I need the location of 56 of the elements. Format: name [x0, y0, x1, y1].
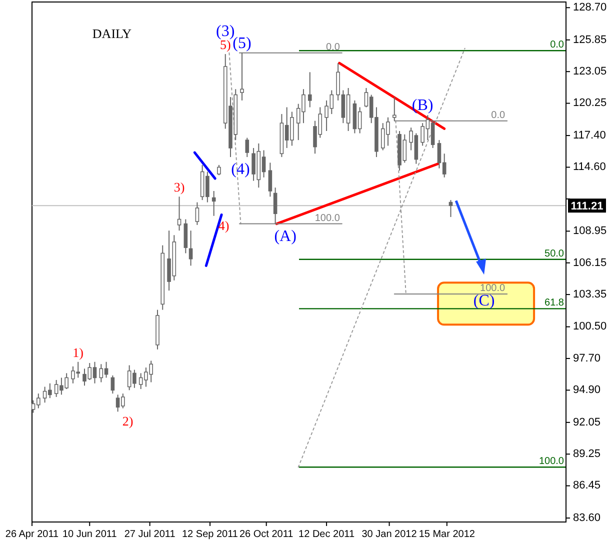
candlestick [110, 374, 115, 394]
annotation: 100.0 [538, 456, 564, 468]
candlestick [177, 196, 182, 232]
y-tick-label: 125.85 [573, 34, 607, 46]
y-tick-label: 106.15 [573, 256, 607, 269]
annotation: (4) [231, 161, 250, 178]
annotation: 50.0 [544, 248, 564, 260]
y-tick-label: 103.35 [573, 288, 607, 300]
annotation: (C) [473, 292, 495, 310]
candlestick [448, 200, 453, 218]
y-tick-label: 89.25 [573, 448, 601, 460]
y-tick-label: 83.60 [573, 512, 601, 524]
x-tick-label: 26 Oct 2011 [239, 529, 294, 540]
annotation: 4) [218, 218, 230, 233]
y-tick-label: 97.70 [573, 352, 601, 364]
y-tick-label: 94.90 [573, 384, 601, 396]
x-tick-label: 12 Dec 2011 [298, 529, 355, 540]
candlestick [217, 164, 221, 176]
y-tick-label: 128.70 [573, 2, 607, 14]
y-tick-label: 114.60 [573, 161, 606, 174]
candlestick [184, 218, 188, 254]
x-tick-label: 30 Jan 2012 [362, 529, 418, 540]
x-tick-label: 26 Apr 2011 [5, 529, 60, 540]
x-tick-label: 12 Sep 2011 [182, 529, 238, 540]
y-tick-label: 120.25 [573, 97, 607, 110]
x-tick-label: 27 Jul 2011 [124, 529, 176, 540]
candlestick [392, 96, 396, 122]
x-tick-label: 15 Mar 2012 [418, 529, 476, 540]
candlestick [273, 187, 278, 224]
text: DAILY [92, 26, 132, 41]
y-tick-label: 117.40 [573, 129, 606, 142]
annotation: 0.0 [550, 40, 564, 51]
annotation: 100.0 [314, 212, 340, 224]
y-tick-label: 100.50 [573, 320, 607, 333]
annotation: 1) [72, 344, 84, 360]
ref-line-label: 111.21 [570, 200, 604, 213]
candlestick [195, 202, 200, 226]
annotation: 100.0 [480, 282, 506, 294]
candlestick [188, 230, 193, 266]
candlestick [240, 52, 244, 101]
x-tick-label: 10 Jun 2011 [62, 529, 118, 540]
candlestick [268, 162, 272, 198]
candlestick [245, 137, 250, 158]
annotation: 61.8 [544, 298, 564, 309]
annotation: 2) [122, 414, 134, 429]
annotation: (5) [232, 34, 252, 52]
annotation: (A) [274, 228, 296, 245]
y-tick-label: 123.05 [573, 66, 607, 78]
y-tick-label: 86.45 [573, 480, 601, 492]
y-tick-label: 108.95 [573, 225, 607, 238]
y-tick-label: 92.05 [573, 416, 601, 428]
annotation: 3) [174, 180, 185, 195]
annotation: (B) [412, 97, 434, 114]
annotation: 0.0 [491, 110, 506, 121]
candlestick [212, 190, 216, 216]
candlestick [308, 72, 312, 108]
